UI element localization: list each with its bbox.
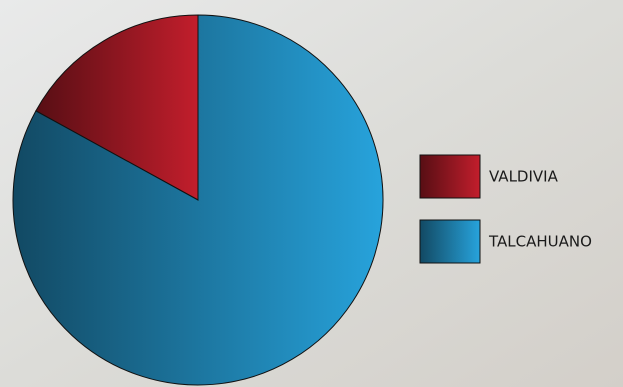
pie-slice: [35, 14, 199, 201]
legend-swatch: [419, 219, 481, 264]
legend-label: TALCAHUANO: [488, 233, 592, 251]
legend-swatch: [419, 154, 481, 199]
legend-label: VALDIVIA: [489, 168, 559, 186]
pie-slice: [12, 14, 384, 386]
